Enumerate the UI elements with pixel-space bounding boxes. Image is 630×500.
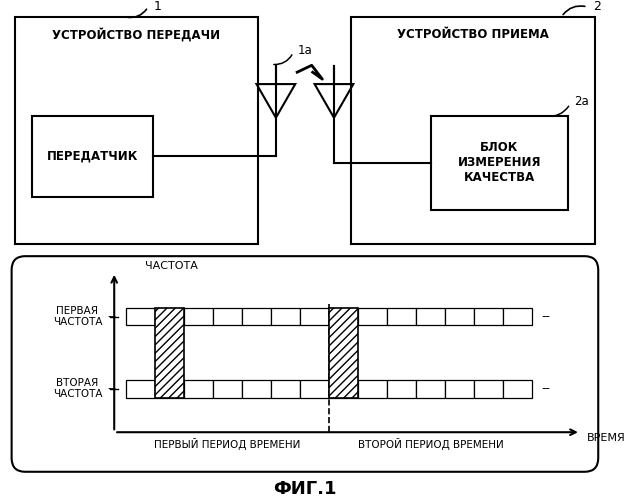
Text: ФИГ.1: ФИГ.1 [273, 480, 336, 498]
Bar [387, 380, 416, 398]
Bar [155, 380, 184, 398]
Text: 2a: 2a [575, 96, 589, 108]
Bar [503, 308, 532, 326]
Bar [271, 380, 300, 398]
Bar [352, 17, 595, 244]
Text: ВТОРОЙ ПЕРИОД ВРЕМЕНИ: ВТОРОЙ ПЕРИОД ВРЕМЕНИ [358, 438, 503, 450]
Bar [503, 380, 532, 398]
Bar [431, 116, 568, 210]
Text: 1: 1 [154, 0, 162, 14]
Text: 2: 2 [593, 0, 601, 14]
Text: ПЕРВЫЙ ПЕРИОД ВРЕМЕНИ: ПЕРВЫЙ ПЕРИОД ВРЕМЕНИ [154, 438, 301, 450]
Bar [445, 308, 474, 326]
Bar [387, 308, 416, 326]
Text: ЧАСТОТА: ЧАСТОТА [145, 261, 198, 271]
Bar [184, 308, 213, 326]
Bar [14, 17, 258, 244]
Text: ПЕРВАЯ
ЧАСТОТА: ПЕРВАЯ ЧАСТОТА [53, 306, 102, 328]
Bar [329, 380, 358, 398]
Text: ВТОРАЯ
ЧАСТОТА: ВТОРАЯ ЧАСТОТА [53, 378, 102, 400]
Bar [474, 380, 503, 398]
Bar [329, 308, 358, 326]
Bar [242, 308, 271, 326]
Bar [213, 308, 242, 326]
Bar [358, 380, 387, 398]
Bar [155, 308, 184, 326]
Bar [242, 380, 271, 398]
Bar [474, 308, 503, 326]
FancyBboxPatch shape [11, 256, 598, 472]
Bar [300, 380, 329, 398]
Text: --: -- [108, 382, 117, 395]
Text: --: -- [541, 382, 551, 395]
Text: --: -- [108, 310, 117, 323]
Bar [126, 308, 155, 326]
Text: УСТРОЙСТВО ПЕРЕДАЧИ: УСТРОЙСТВО ПЕРЕДАЧИ [52, 28, 220, 42]
Bar [358, 308, 387, 326]
Text: ВРЕМЯ: ВРЕМЯ [587, 433, 626, 443]
Bar [416, 380, 445, 398]
Bar [416, 308, 445, 326]
Bar [32, 116, 153, 197]
Text: --: -- [541, 310, 551, 323]
Bar [126, 380, 155, 398]
Bar [271, 308, 300, 326]
Bar [184, 380, 213, 398]
Bar [155, 308, 184, 398]
Text: 1a: 1a [297, 44, 312, 57]
Text: ПЕРЕДАТЧИК: ПЕРЕДАТЧИК [47, 150, 138, 163]
Bar [445, 380, 474, 398]
Text: БЛОК
ИЗМЕРЕНИЯ
КАЧЕСТВА: БЛОК ИЗМЕРЕНИЯ КАЧЕСТВА [458, 141, 541, 184]
Bar [329, 308, 358, 398]
Bar [300, 308, 329, 326]
Bar [213, 380, 242, 398]
Text: УСТРОЙСТВО ПРИЕМА: УСТРОЙСТВО ПРИЕМА [398, 28, 549, 41]
